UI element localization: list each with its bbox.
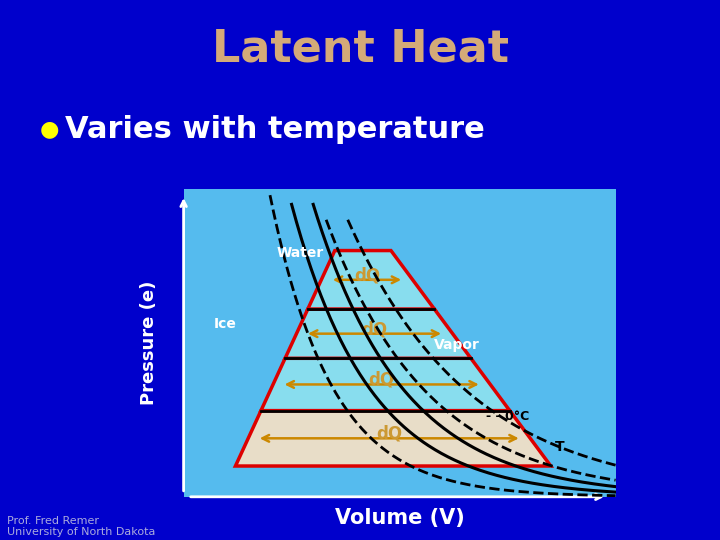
Text: Varies with temperature: Varies with temperature <box>65 115 485 144</box>
Text: dQ: dQ <box>361 320 387 338</box>
Polygon shape <box>261 359 510 410</box>
Text: T: T <box>555 440 564 454</box>
Text: Pressure (e): Pressure (e) <box>140 281 158 405</box>
Text: dQ: dQ <box>376 424 402 443</box>
Text: ●: ● <box>40 119 59 140</box>
Polygon shape <box>308 251 434 309</box>
Text: Water: Water <box>276 246 324 260</box>
Text: Ice: Ice <box>214 316 237 330</box>
Text: dQ: dQ <box>369 371 395 389</box>
Text: University of North Dakota: University of North Dakota <box>7 527 156 537</box>
Text: Latent Heat: Latent Heat <box>212 27 508 70</box>
Text: dQ: dQ <box>354 266 380 284</box>
Text: Volume (V): Volume (V) <box>335 508 464 529</box>
Text: - - 0°C: - - 0°C <box>486 410 529 423</box>
Polygon shape <box>235 410 551 466</box>
Text: Vapor: Vapor <box>434 338 480 352</box>
Polygon shape <box>285 309 471 359</box>
Text: Prof. Fred Remer: Prof. Fred Remer <box>7 516 99 526</box>
